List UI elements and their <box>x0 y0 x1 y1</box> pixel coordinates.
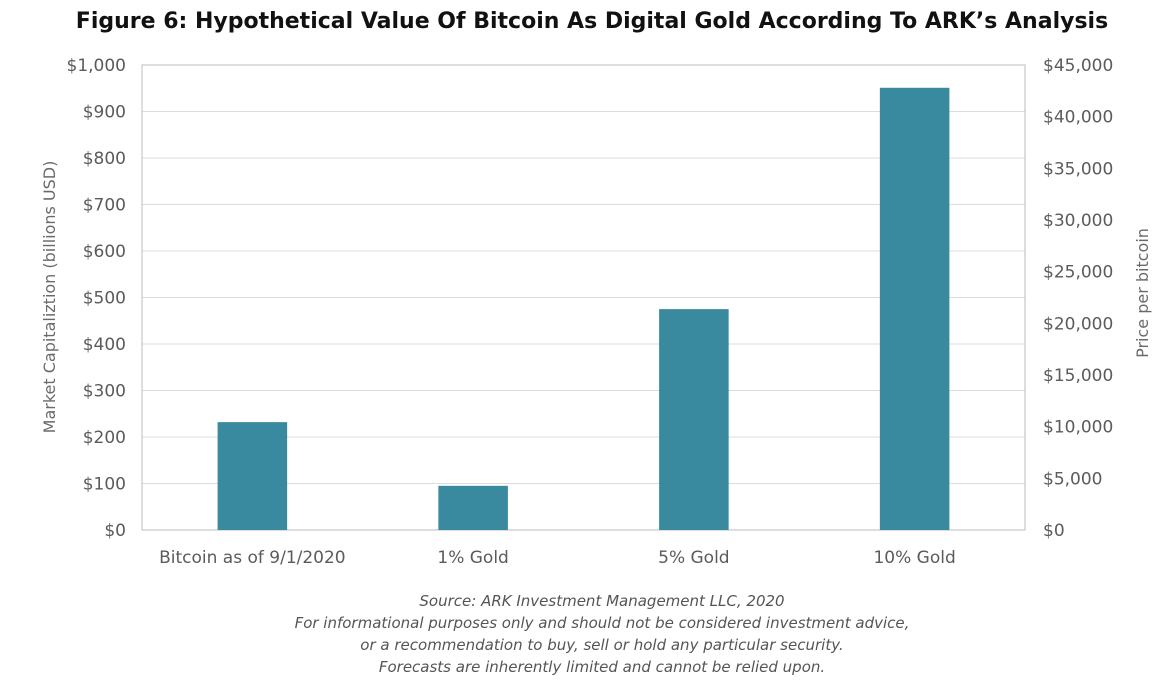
left-tick-label: $700 <box>83 196 126 216</box>
left-tick-label: $100 <box>83 475 126 495</box>
right-tick-label: $15,000 <box>1043 366 1113 386</box>
bar <box>438 485 508 530</box>
left-tick-label: $800 <box>83 149 126 169</box>
left-tick-label: $900 <box>83 103 126 123</box>
bar <box>659 309 729 530</box>
source-note: Source: ARK Investment Management LLC, 2… <box>295 592 910 676</box>
disclaimer-line: Forecasts are inherently limited and can… <box>379 658 825 676</box>
category-label: 1% Gold <box>437 548 508 568</box>
category-label: 5% Gold <box>658 548 729 568</box>
left-axis-ticks: $0 $100 $200 $300 $400 $500 $600 $700 $800 $900 $1… <box>67 56 126 541</box>
disclaimer-line: For informational purposes only and shou… <box>295 614 910 632</box>
right-tick-label: $35,000 <box>1043 159 1113 179</box>
bar <box>879 87 950 530</box>
left-tick-label: $200 <box>83 428 126 448</box>
right-tick-label: $0 <box>1043 521 1065 541</box>
right-tick-label: $45,000 <box>1043 56 1113 76</box>
category-label: Bitcoin as of 9/1/2020 <box>159 548 346 568</box>
left-tick-label: $300 <box>83 382 126 402</box>
disclaimer-line: or a recommendation to buy, sell or hold… <box>360 636 843 654</box>
right-axis-label: Price per bitcoin <box>1133 228 1152 358</box>
plot-frame <box>141 64 1026 531</box>
right-tick-label: $20,000 <box>1043 314 1113 334</box>
right-tick-label: $30,000 <box>1043 211 1113 231</box>
bar <box>217 422 288 530</box>
right-axis-ticks: $0 $5,000 $10,000 $15,000 $20,000 $25,000 $30,… <box>1043 56 1113 541</box>
left-tick-label: $500 <box>83 289 126 309</box>
category-axis-ticks: Bitcoin as of 9/1/2020 1% Gold 5% Gold 10% … <box>159 548 956 568</box>
left-tick-label: $1,000 <box>67 56 126 76</box>
gridlines <box>142 111 1025 484</box>
category-label: 10% Gold <box>873 548 955 568</box>
source-line: Source: ARK Investment Management LLC, 2… <box>419 592 784 610</box>
chart-title: Figure 6: Hypothetical Value Of Bitcoin … <box>76 9 1108 34</box>
left-tick-label: $400 <box>83 335 126 355</box>
right-tick-label: $5,000 <box>1043 469 1102 489</box>
left-tick-label: $0 <box>104 521 126 541</box>
right-tick-label: $10,000 <box>1043 418 1113 438</box>
right-tick-label: $40,000 <box>1043 108 1113 128</box>
left-axis-label: Market Capitaliztion (billions USD) <box>40 161 59 434</box>
bars <box>217 87 950 530</box>
right-tick-label: $25,000 <box>1043 263 1113 283</box>
left-tick-label: $600 <box>83 242 126 262</box>
